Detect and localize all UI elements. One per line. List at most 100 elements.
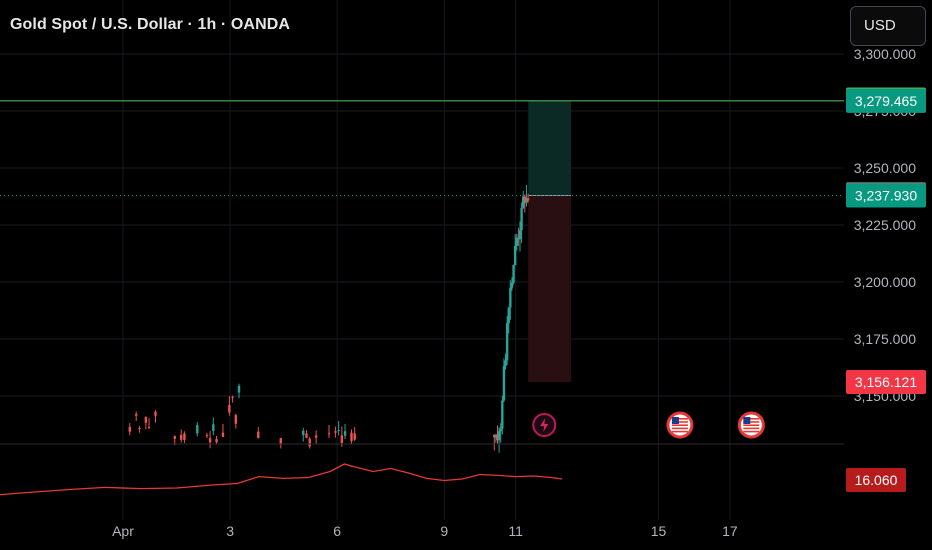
flag-stripe [671, 424, 688, 426]
chart-grid [0, 0, 844, 520]
candle-body [314, 435, 318, 438]
candle-body [221, 432, 225, 437]
candle-body [502, 366, 506, 401]
price-tick-label: 3,225.000 [854, 217, 916, 233]
candle-body [510, 282, 514, 288]
candle-body [504, 360, 507, 367]
candle-body [138, 428, 141, 430]
flag-stripe [671, 427, 688, 430]
time-tick-label: 9 [440, 523, 448, 539]
candle-body [517, 237, 520, 240]
flag-canton [743, 417, 751, 424]
candle-body [505, 323, 509, 361]
candle-body [507, 307, 510, 324]
candle-body [257, 431, 260, 439]
flag-stripe [743, 424, 760, 426]
price-tick-label: 3,175.000 [854, 331, 916, 347]
candle-body [497, 431, 501, 441]
indicator-value-label: 16.060 [846, 468, 906, 492]
position-tool [528, 100, 572, 383]
indicator-pane [0, 463, 563, 496]
flag-canton [671, 417, 679, 424]
lightning-icon [532, 413, 557, 437]
candle-body [334, 431, 337, 433]
flag-stripe [671, 421, 688, 423]
time-tick-label: Apr [112, 523, 134, 539]
candle-body [228, 405, 231, 413]
candle-body [308, 438, 311, 447]
candle-body [302, 430, 305, 436]
candle-body [208, 438, 212, 443]
candle-body [525, 198, 528, 203]
price-label: 3,237.930 [846, 183, 926, 208]
indicator-label-background [846, 468, 906, 492]
candle-body [499, 428, 502, 432]
candle-body [183, 433, 186, 441]
flag-stripe [743, 421, 760, 423]
loss-zone [528, 195, 572, 383]
flag-stripe [671, 418, 688, 420]
price-lines [0, 100, 844, 197]
profit-zone [528, 100, 572, 196]
candle-body [327, 433, 331, 435]
time-axis: 28Apr369111517 [112, 523, 738, 539]
event-markers [532, 411, 765, 439]
candles [128, 184, 530, 453]
candle-body [231, 396, 234, 398]
candle-body [343, 431, 347, 436]
price-tick-label: 3,300.000 [854, 46, 916, 62]
price-tick-label: 3,250.000 [854, 160, 916, 176]
candle-body [147, 426, 151, 428]
candle-body [173, 436, 176, 439]
candle-body [212, 424, 215, 431]
candle-body [353, 433, 356, 440]
indicator-line [0, 463, 563, 496]
candle-body [337, 430, 340, 432]
candle-body [509, 287, 512, 308]
candle-body [494, 434, 498, 438]
candle-body [523, 196, 527, 203]
us-flag-icon [666, 411, 694, 439]
price-axis: 3,300.0003,275.0003,250.0003,225.0003,20… [844, 0, 932, 550]
candle-body [144, 416, 148, 423]
candle-body [512, 265, 515, 283]
price-tick-label: 3,200.000 [854, 274, 916, 290]
candle-body [196, 425, 199, 434]
flag-stripe [743, 427, 760, 430]
flag-stripe [671, 430, 688, 433]
candle-body [521, 196, 525, 208]
time-tick-label: 15 [651, 523, 667, 539]
time-tick-label: 3 [226, 523, 234, 539]
candle-body [520, 207, 523, 231]
us-flag-icon [737, 411, 765, 439]
candle-body [128, 427, 131, 432]
candle-body [215, 439, 218, 443]
price-label-background [846, 370, 926, 395]
chart-title: Gold Spot / U.S. Dollar · 1h · OANDA [10, 16, 291, 33]
candle-body [135, 414, 138, 416]
candle-body [501, 400, 504, 429]
candle-body [205, 435, 209, 437]
currency-button[interactable]: USD [850, 6, 926, 46]
price-label-text: 3,279.465 [855, 93, 917, 109]
flag-stripe [743, 430, 760, 433]
price-label: 3,156.121 [846, 370, 926, 395]
candle-body [305, 433, 308, 438]
candle-body [513, 245, 517, 266]
flag-stripe [743, 418, 760, 420]
candle-body [154, 411, 157, 416]
candle-body [237, 385, 241, 393]
price-label-background [846, 183, 926, 208]
candle-body [179, 435, 183, 440]
candle-body [515, 237, 518, 246]
time-tick-label: 6 [333, 523, 341, 539]
candle-body [340, 435, 344, 444]
candle-body [350, 432, 353, 441]
price-label-background [846, 88, 926, 113]
price-label-text: 3,237.930 [855, 188, 917, 204]
indicator-label-text: 16.060 [855, 472, 898, 488]
lightning-glyph [540, 418, 549, 432]
price-label-text: 3,156.121 [855, 374, 917, 390]
candle-body [493, 434, 496, 438]
